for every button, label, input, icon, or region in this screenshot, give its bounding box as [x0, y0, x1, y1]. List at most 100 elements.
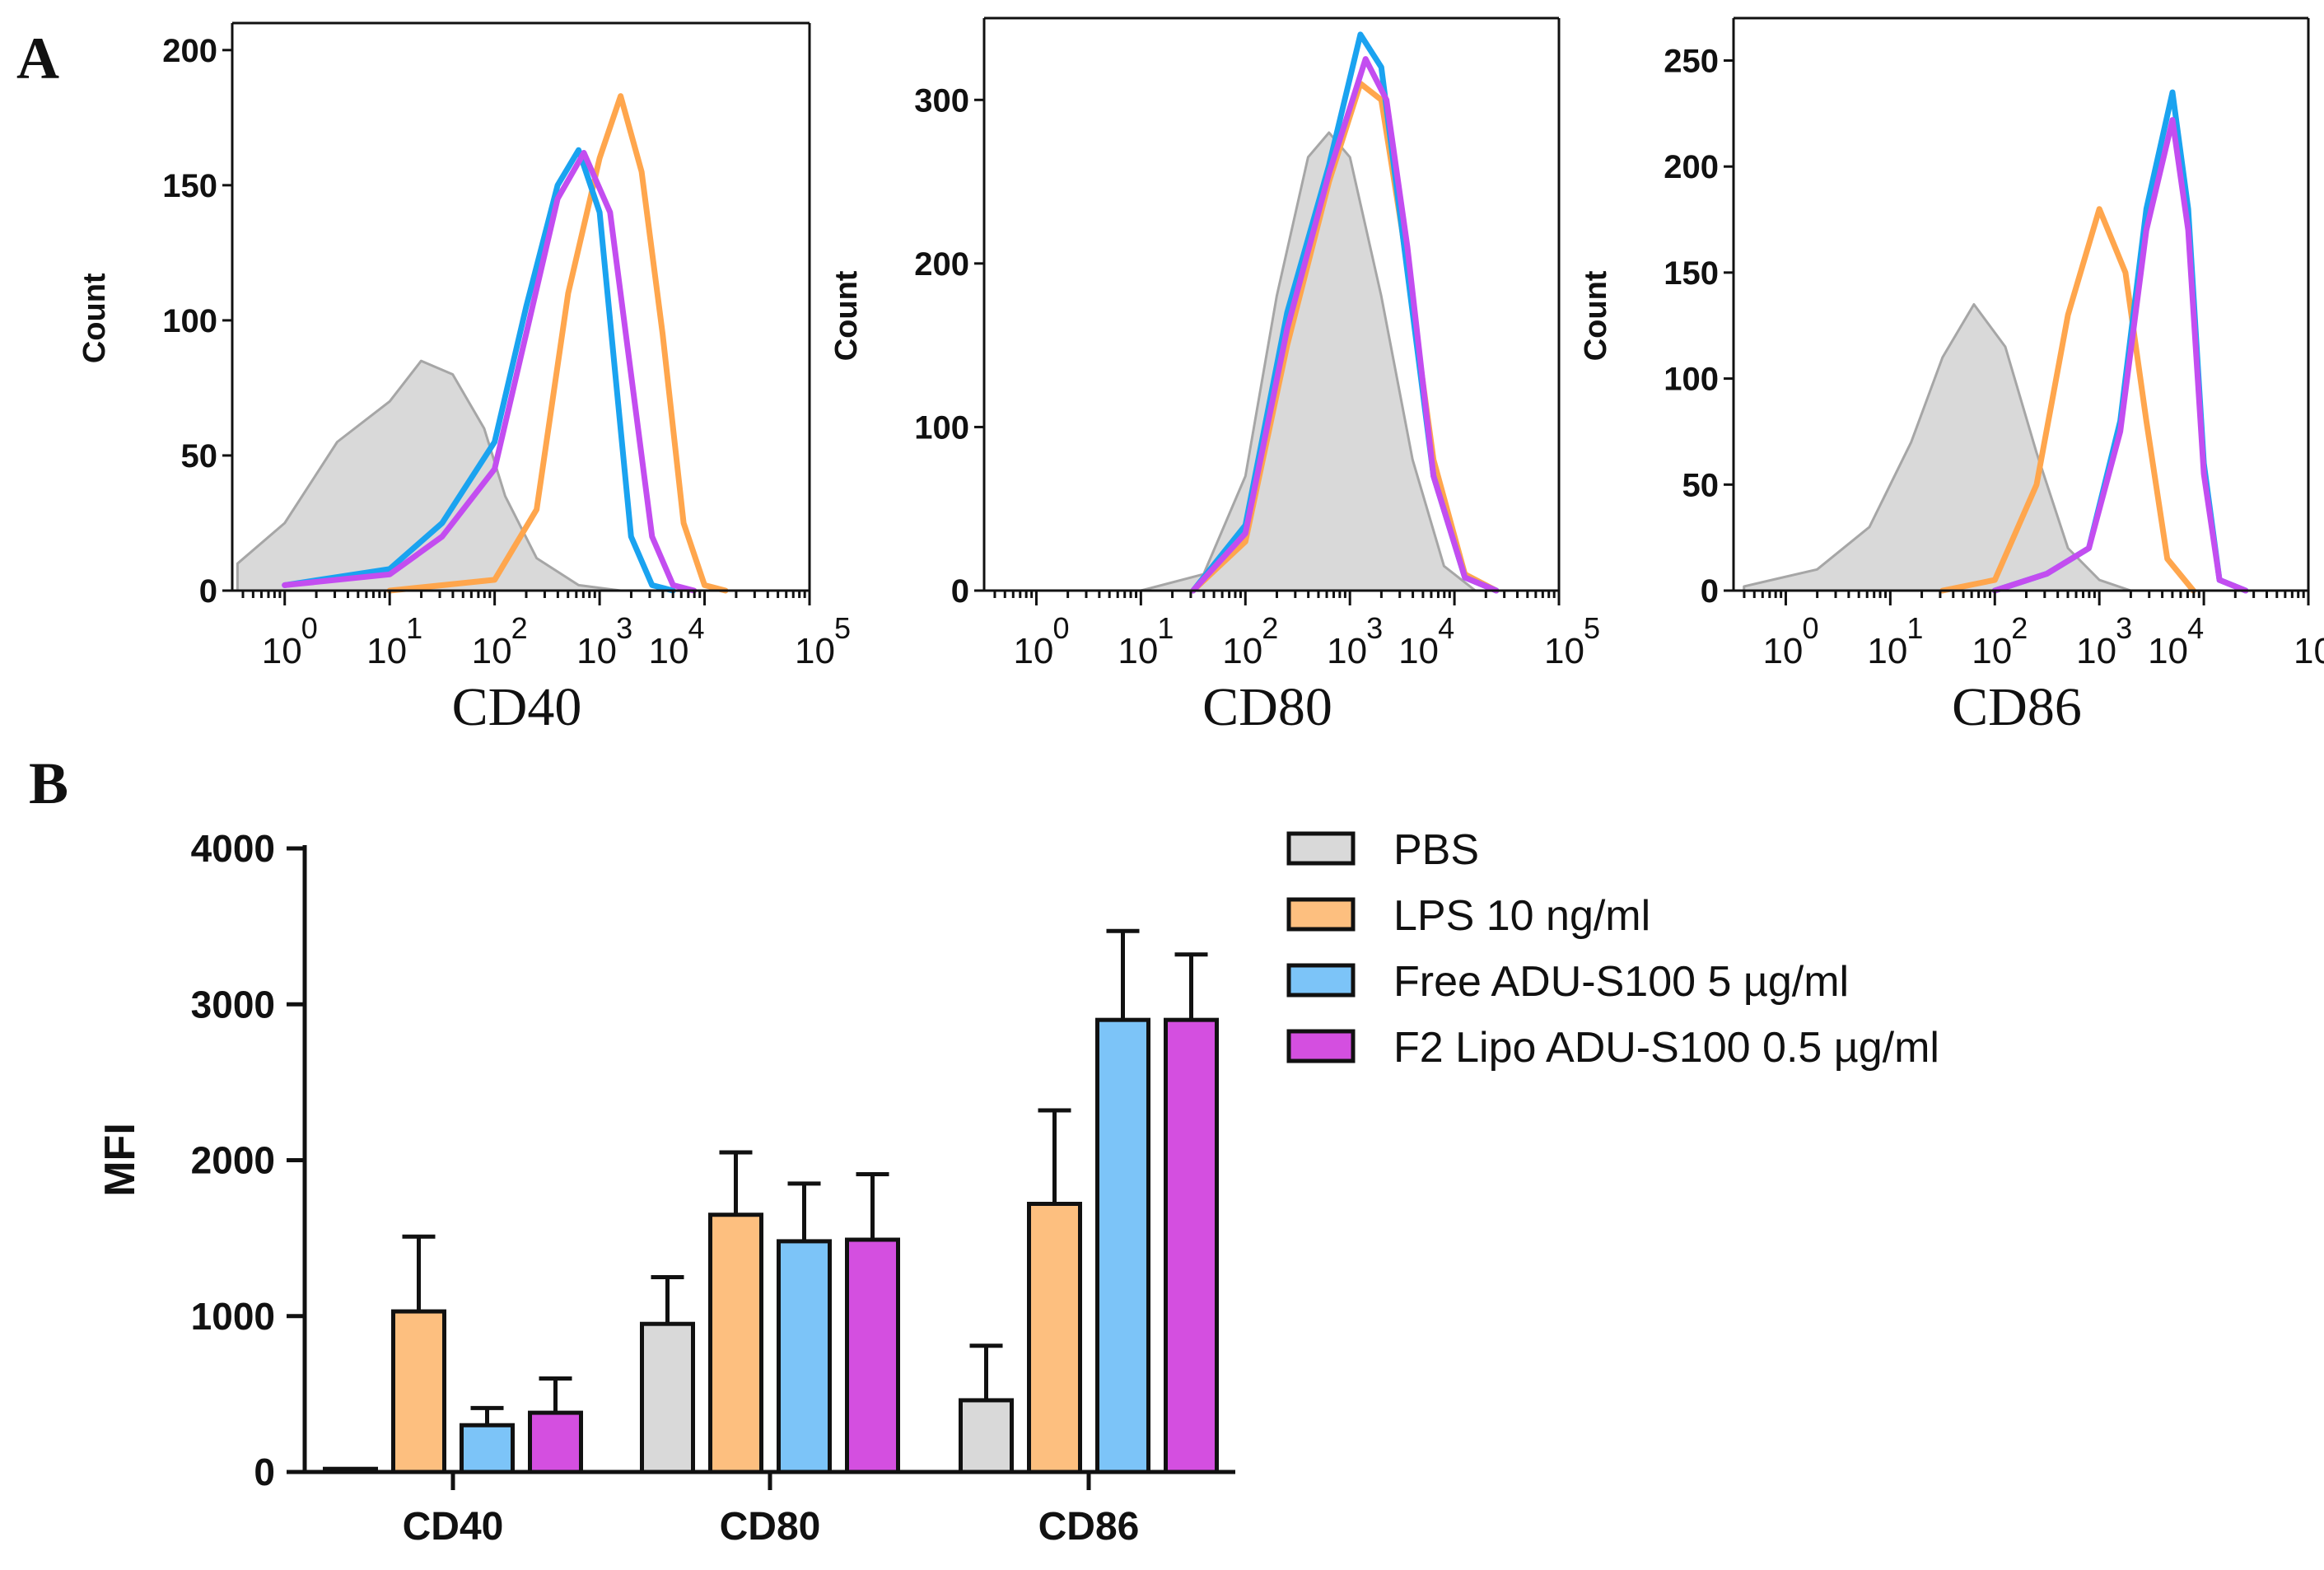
- y-tick-label: 150: [1664, 255, 1719, 292]
- x-tick-exponent-0: 0: [1802, 611, 1818, 645]
- y-tick-label: 100: [1664, 362, 1719, 398]
- x-tick-exponent-5: 5: [834, 611, 851, 645]
- x-tick-label-2: 10: [472, 631, 512, 671]
- y-axis-title: Count: [77, 273, 112, 363]
- y-tick-label: 200: [1664, 149, 1719, 185]
- x-tick-label-1: 10: [1867, 631, 1907, 671]
- y-tick-label: 200: [162, 33, 217, 69]
- y-tick-label: 2000: [191, 1139, 275, 1182]
- bar-free-adu-s100-5-g-ml-cd86: [1095, 1017, 1150, 1474]
- y-axis-title: Count: [1579, 270, 1613, 361]
- x-tick-label-5: 10: [795, 631, 835, 671]
- bar-lps-10-ng-ml-cd40: [391, 1309, 446, 1474]
- x-tick-label-0: 10: [1762, 631, 1803, 671]
- y-tick-label: 50: [1682, 467, 1720, 503]
- bar-free-adu-s100-5-g-ml-cd80: [777, 1239, 832, 1474]
- panel-label-a: A: [16, 26, 59, 91]
- bar-free-adu-s100-5-g-ml-cd40: [460, 1423, 515, 1474]
- y-tick-label: 300: [914, 82, 969, 119]
- y-tick-label: 250: [1664, 43, 1719, 79]
- y-tick-label: 4000: [191, 827, 275, 870]
- histogram-series-f2-lipo-adu-s100-0-5-g-ml: [1190, 56, 1500, 594]
- legend-swatch-pbs: [1286, 831, 1356, 866]
- x-tick-label-1: 10: [366, 631, 407, 671]
- x-tick-label-4: 10: [1398, 631, 1439, 671]
- bar-pbs-cd80: [640, 1321, 695, 1474]
- panel-label-b: B: [29, 750, 68, 816]
- y-tick-label: 0: [199, 573, 217, 610]
- x-tick-label-3: 10: [1327, 631, 1367, 671]
- bar-f2-lipo-adu-s100-0-5-g-ml-cd40: [528, 1410, 583, 1474]
- histogram-series-lps-10-ng-ml: [386, 93, 729, 594]
- x-tick-exponent-1: 1: [406, 611, 422, 645]
- y-tick-label: 150: [162, 168, 217, 204]
- y-tick-label: 200: [914, 246, 969, 283]
- legend-swatch-f2-lipo-adu-s100-0-5-g-ml: [1286, 1029, 1356, 1063]
- bar-lps-10-ng-ml-cd80: [708, 1213, 763, 1474]
- x-tick-exponent-0: 0: [301, 611, 318, 645]
- x-tick-label-cd80: CD80: [720, 1505, 821, 1549]
- x-axis-title: CD86: [1952, 677, 2082, 737]
- histogram-series-f2-lipo-adu-s100-0-5-g-ml: [1991, 117, 2249, 594]
- y-tick-label: 0: [1701, 573, 1719, 610]
- x-tick-label-2: 10: [1222, 631, 1262, 671]
- x-tick-exponent-4: 4: [688, 611, 705, 645]
- x-axis-title: CD40: [452, 677, 582, 737]
- histogram-cd86: 050100150200250100101102103104105CountCD…: [1579, 16, 2324, 737]
- x-tick-exponent-4: 4: [1438, 611, 1454, 645]
- x-tick-label-cd40: CD40: [403, 1505, 504, 1549]
- bar-f2-lipo-adu-s100-0-5-g-ml-cd80: [845, 1237, 900, 1474]
- x-tick-exponent-2: 2: [1262, 611, 1278, 645]
- x-tick-label-0: 10: [262, 631, 302, 671]
- x-tick-label-cd86: CD86: [1038, 1505, 1140, 1549]
- x-tick-label-5: 10: [1544, 631, 1584, 671]
- y-axis-title: Count: [829, 270, 864, 361]
- x-tick-label-3: 10: [576, 631, 617, 671]
- x-tick-label-1: 10: [1118, 631, 1158, 671]
- bar-lps-10-ng-ml-cd86: [1027, 1201, 1082, 1474]
- bar-f2-lipo-adu-s100-0-5-g-ml-cd86: [1164, 1017, 1219, 1474]
- legend: PBS LPS 10 ng/ml Free ADU-S100 5 µg/ml F2 L…: [1286, 826, 1939, 1072]
- histogram-series-free-adu-s100-5-g-ml: [282, 147, 676, 594]
- x-tick-label-4: 10: [649, 631, 689, 671]
- x-tick-label-0: 10: [1013, 631, 1053, 671]
- x-tick-exponent-1: 1: [1157, 611, 1174, 645]
- histogram-series-pbs: [1743, 303, 2132, 592]
- y-tick-label: 0: [951, 573, 969, 610]
- x-axis-title: CD80: [1202, 677, 1332, 737]
- x-tick-exponent-5: 5: [1584, 611, 1600, 645]
- y-tick-label: 50: [181, 438, 218, 474]
- x-tick-exponent-1: 1: [1906, 611, 1923, 645]
- x-tick-exponent-3: 3: [2116, 611, 2132, 645]
- histogram-series-pbs: [1139, 131, 1477, 592]
- x-tick-label-4: 10: [2148, 631, 2188, 671]
- x-tick-label-3: 10: [2076, 631, 2116, 671]
- x-tick-exponent-0: 0: [1052, 611, 1069, 645]
- legend-swatch-lps-10-ng-ml: [1286, 897, 1356, 932]
- y-tick-label: 100: [914, 409, 969, 446]
- legend-label-pbs: PBS: [1393, 826, 1479, 874]
- y-axis-title: MFI: [96, 1123, 144, 1197]
- y-tick-label: 3000: [191, 983, 275, 1026]
- histogram-series-lps-10-ng-ml: [1939, 206, 2196, 594]
- y-tick-label: 1000: [191, 1295, 275, 1338]
- x-tick-exponent-4: 4: [2187, 611, 2204, 645]
- x-tick-exponent-2: 2: [2011, 611, 2028, 645]
- legend-label-lps-10-ng-ml: LPS 10 ng/ml: [1393, 892, 1650, 940]
- x-tick-exponent-3: 3: [1366, 611, 1383, 645]
- legend-label-f2-lipo-adu-s100-0-5-g-ml: F2 Lipo ADU-S100 0.5 µg/ml: [1393, 1024, 1939, 1072]
- legend-swatch-free-adu-s100-5-g-ml: [1286, 963, 1356, 998]
- x-tick-label-2: 10: [1972, 631, 2012, 671]
- bar-pbs-cd86: [959, 1398, 1014, 1474]
- legend-label-free-adu-s100-5-g-ml: Free ADU-S100 5 µg/ml: [1393, 958, 1849, 1006]
- histogram-series-f2-lipo-adu-s100-0-5-g-ml: [282, 150, 698, 594]
- x-tick-exponent-3: 3: [616, 611, 632, 645]
- y-tick-label: 0: [254, 1451, 275, 1493]
- x-tick-label-5: 10: [2294, 631, 2324, 671]
- y-tick-label: 100: [162, 303, 217, 339]
- x-tick-exponent-2: 2: [511, 611, 528, 645]
- histogram-series-pbs: [236, 359, 623, 592]
